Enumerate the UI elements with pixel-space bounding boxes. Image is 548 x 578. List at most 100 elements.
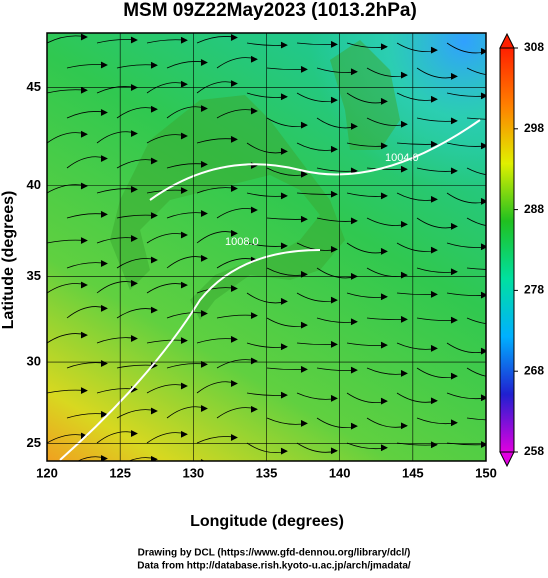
chart-title: MSM 09Z22May2023 (1013.2hPa) [123, 0, 417, 21]
arrow [280, 41, 288, 49]
arrow [350, 366, 358, 374]
streamline [466, 67, 486, 76]
arrow [180, 337, 188, 344]
arrow [250, 107, 258, 115]
arrow [230, 34, 238, 41]
arrow [330, 340, 338, 348]
arrow [80, 387, 88, 394]
arrow [80, 331, 88, 339]
arrow [430, 140, 438, 148]
arrow [330, 296, 338, 304]
streamlines [47, 33, 486, 476]
arrow [250, 206, 258, 214]
streamline [466, 217, 486, 226]
arrow [180, 80, 188, 88]
arrow [150, 157, 158, 165]
arrow [250, 312, 258, 319]
arrow [280, 192, 288, 200]
streamline [466, 317, 486, 325]
contour [59, 249, 321, 461]
streamline [217, 465, 257, 468]
arrow [200, 310, 208, 317]
y-tick-label: 30 [27, 354, 41, 369]
arrow [480, 243, 486, 251]
arrow [280, 391, 288, 399]
arrow [380, 142, 388, 150]
arrow [450, 167, 458, 175]
x-tick-label: 145 [402, 465, 424, 480]
arrow [380, 444, 388, 452]
arrow [230, 285, 238, 292]
arrow [280, 447, 288, 455]
arrow [430, 397, 438, 405]
arrow [180, 231, 188, 239]
streamline [466, 267, 486, 270]
y-axis-label: Latitude (degrees) [0, 191, 17, 330]
x-tick-label: 120 [36, 465, 58, 480]
arrow [150, 105, 158, 113]
arrow [300, 419, 308, 427]
arrow [130, 130, 138, 137]
arrow [330, 145, 338, 153]
arrow [480, 92, 486, 100]
arrow [450, 419, 458, 427]
streamline [466, 167, 486, 176]
arrow [150, 407, 158, 415]
arrow [150, 455, 158, 461]
arrow [450, 316, 458, 324]
arrow [430, 195, 438, 203]
arrow [100, 155, 108, 162]
arrow [150, 256, 158, 264]
arrow [400, 315, 408, 323]
arrow [130, 430, 138, 437]
arrow [80, 182, 88, 190]
arrow [280, 93, 288, 101]
y-tick-label: 45 [27, 79, 41, 94]
arrow [280, 148, 288, 155]
arrow [130, 36, 138, 44]
arrow [450, 73, 458, 80]
arrow [300, 65, 308, 73]
arrow [400, 369, 408, 377]
y-tick-label: 35 [27, 268, 41, 283]
arrow [300, 215, 308, 223]
arrow [180, 132, 188, 140]
arrow [200, 405, 208, 412]
arrow [330, 447, 338, 455]
arrow [430, 46, 438, 54]
y-tick-label: 40 [27, 177, 41, 192]
arrow [100, 61, 108, 69]
arrow [280, 343, 288, 351]
arrow [130, 335, 138, 342]
arrow [480, 48, 486, 55]
arrow [400, 120, 408, 128]
arrow [480, 347, 486, 355]
arrow [130, 280, 138, 287]
arrow [400, 71, 408, 79]
arrow [130, 186, 138, 193]
colorbar-tick-label: 298 [524, 121, 544, 135]
streamline [466, 117, 486, 120]
colorbar-tick-label: 258 [524, 444, 544, 458]
arrow [230, 80, 238, 87]
arrow [230, 185, 238, 192]
arrow [380, 192, 388, 200]
x-tick-label: 125 [109, 465, 131, 480]
arrow [380, 43, 388, 51]
arrow [80, 33, 88, 41]
arrow [230, 230, 238, 237]
colorbar-extend [499, 32, 515, 49]
arrow [80, 86, 88, 94]
arrow [180, 36, 188, 44]
arrow [330, 40, 338, 48]
arrow [451, 467, 457, 473]
land [330, 40, 400, 150]
arrow [351, 470, 357, 476]
colorbar-tick-label: 278 [524, 283, 544, 297]
arrow [230, 136, 238, 143]
x-axis-label: Longitude (degrees) [190, 513, 344, 530]
colorbar [499, 47, 515, 453]
arrow [400, 220, 408, 228]
colorbar-extend [499, 451, 515, 468]
arrow [430, 290, 438, 298]
